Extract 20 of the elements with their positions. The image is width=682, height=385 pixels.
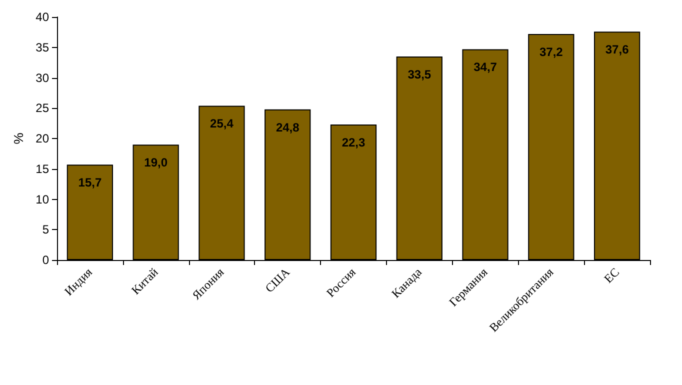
y-tick-label: 30 bbox=[36, 70, 50, 85]
data-label: 34,7 bbox=[474, 60, 498, 74]
data-label: 19,0 bbox=[144, 156, 168, 170]
y-tick-label: 40 bbox=[36, 10, 50, 24]
y-tick-label: 20 bbox=[36, 132, 50, 146]
y-tick-label: 0 bbox=[42, 253, 50, 267]
data-label: 37,2 bbox=[539, 45, 564, 60]
data-label: 15,7 bbox=[78, 176, 102, 190]
y-tick-label: 15 bbox=[36, 162, 50, 176]
data-label: 37,6 bbox=[605, 42, 630, 57]
data-label: 25,4 bbox=[210, 116, 234, 131]
x-tick-label: ЕС bbox=[601, 265, 622, 286]
y-tick-label: 10 bbox=[36, 192, 50, 206]
data-label: 33,5 bbox=[408, 67, 432, 82]
y-tick-label: 35 bbox=[36, 40, 50, 54]
data-label: 24,8 bbox=[276, 120, 300, 134]
y-tick-label: 5 bbox=[42, 222, 50, 237]
y-tick-label: 25 bbox=[36, 101, 50, 116]
y-axis-title: % bbox=[10, 132, 26, 144]
data-label: 22,3 bbox=[342, 136, 366, 150]
